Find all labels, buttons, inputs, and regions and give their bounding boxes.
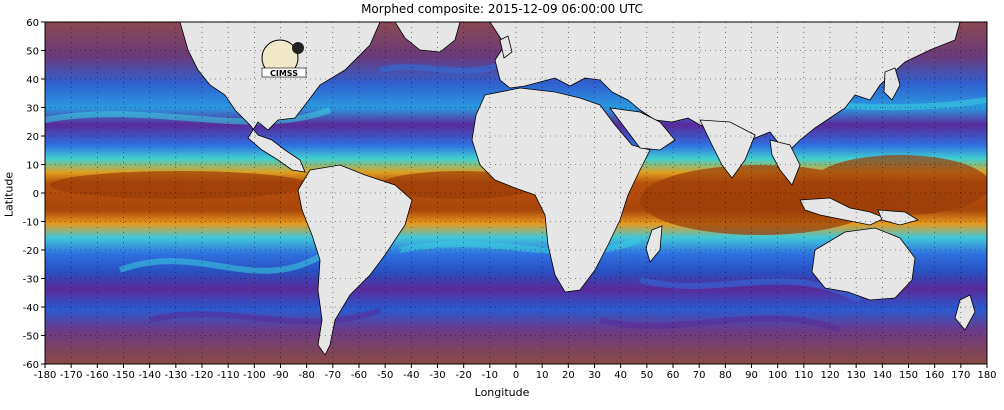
y-tick-label: -50 (23, 332, 39, 343)
southeast-asia (769, 139, 801, 186)
new-zealand (954, 294, 976, 331)
y-tick-label: -60 (23, 360, 39, 371)
x-tick-label: -170 (60, 370, 83, 381)
x-tick-label: 90 (745, 370, 758, 381)
x-tick-label: -40 (403, 370, 419, 381)
north-america (179, 22, 381, 173)
x-tick-label: -50 (377, 370, 393, 381)
x-tick-label: 130 (847, 370, 866, 381)
x-axis-label: Longitude (474, 386, 530, 399)
arabia (609, 107, 676, 151)
x-tick-label: -180 (34, 370, 57, 381)
uk (499, 35, 513, 59)
x-tick-label: 160 (925, 370, 944, 381)
x-tick-label: -90 (272, 370, 288, 381)
x-tick-label: 70 (693, 370, 706, 381)
x-tick-label: -100 (243, 370, 266, 381)
x-tick-label: 20 (562, 370, 575, 381)
y-tick-label: -10 (23, 218, 39, 229)
india (699, 119, 756, 179)
x-tick-label: 40 (614, 370, 627, 381)
x-tick-label: 150 (899, 370, 918, 381)
cimss-logo: CIMSS (261, 39, 307, 78)
x-tick-label: 30 (588, 370, 601, 381)
australia (811, 227, 916, 301)
africa (471, 87, 651, 293)
precipitable-water-field (45, 22, 987, 364)
x-axis-ticks: -180 -170 -160 -150 -140 -130 -120 -110 -100 -90-… (34, 364, 997, 381)
indonesia (799, 197, 887, 226)
x-tick-label: 80 (719, 370, 732, 381)
x-tick-label: -70 (325, 370, 341, 381)
x-tick-label: 170 (951, 370, 970, 381)
x-tick-label: -80 (298, 370, 314, 381)
japan (883, 67, 901, 101)
x-tick-label: -150 (112, 370, 135, 381)
x-tick-label: -30 (429, 370, 445, 381)
x-tick-label: -20 (455, 370, 471, 381)
x-tick-label: -140 (138, 370, 161, 381)
y-tick-label: -20 (23, 246, 39, 257)
x-tick-label: 10 (536, 370, 549, 381)
y-tick-label: 60 (26, 18, 39, 29)
y-tick-label: -40 (23, 303, 39, 314)
madagascar (645, 225, 663, 263)
x-tick-label: -160 (86, 370, 109, 381)
y-tick-label: 50 (26, 47, 39, 58)
graticule (45, 22, 987, 364)
x-tick-label: 120 (820, 370, 839, 381)
x-tick-label: -110 (217, 370, 240, 381)
y-tick-label: 30 (26, 104, 39, 115)
y-tick-label: 0 (33, 189, 39, 200)
x-tick-label: 0 (513, 370, 519, 381)
x-tick-label: 180 (977, 370, 996, 381)
y-tick-label: 40 (26, 75, 39, 86)
x-tick-label: 140 (873, 370, 892, 381)
land-masses (179, 22, 976, 356)
x-tick-label: -130 (164, 370, 187, 381)
south-america (297, 164, 413, 356)
tropical-moisture (50, 155, 987, 235)
y-axis-ticks: 60 50 40 30 20 10 0 -10 -20 -30 -40 -50 -60 (23, 18, 45, 371)
greenland (394, 22, 461, 53)
x-tick-label: 100 (768, 370, 787, 381)
x-tick-label: 60 (667, 370, 680, 381)
new-guinea (877, 209, 919, 226)
y-tick-label: 10 (26, 161, 39, 172)
map-title: Morphed composite: 2015-12-09 06:00:00 U… (361, 2, 643, 16)
y-tick-label: 20 (26, 132, 39, 143)
x-tick-label: -120 (191, 370, 214, 381)
x-tick-label: 110 (794, 370, 813, 381)
logo-text: CIMSS (270, 69, 298, 78)
y-tick-label: -30 (23, 275, 39, 286)
x-tick-label: -10 (482, 370, 498, 381)
x-tick-label: 50 (640, 370, 653, 381)
x-tick-label: -60 (351, 370, 367, 381)
